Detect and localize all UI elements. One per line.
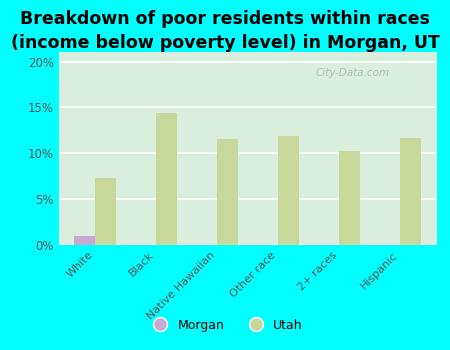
Bar bbox=[278, 136, 299, 245]
Legend: Morgan, Utah: Morgan, Utah bbox=[142, 314, 308, 337]
Bar bbox=[400, 138, 421, 245]
Bar bbox=[339, 152, 360, 245]
Bar bbox=[95, 178, 117, 245]
Bar bbox=[217, 139, 239, 245]
Bar bbox=[156, 113, 177, 245]
Text: City-Data.com: City-Data.com bbox=[315, 68, 390, 78]
Bar bbox=[74, 236, 95, 245]
Text: Breakdown of poor residents within races
(income below poverty level) in Morgan,: Breakdown of poor residents within races… bbox=[10, 10, 440, 52]
